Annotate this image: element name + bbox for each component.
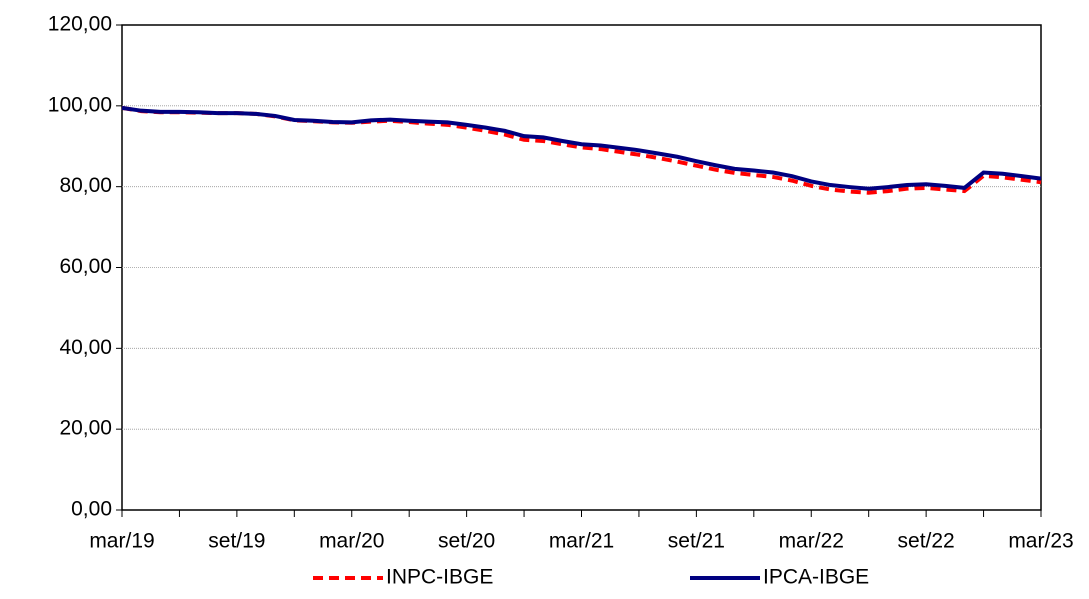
x-tick-label: set/20 [438, 530, 495, 553]
line-series [121, 105, 1042, 195]
legend-label: INPC-IBGE [386, 566, 493, 589]
legend-label: IPCA-IBGE [763, 566, 869, 589]
y-tick-label: 100,00 [48, 93, 112, 116]
y-tick-label: 60,00 [59, 255, 112, 278]
x-tick-label: mar/20 [319, 530, 384, 553]
y-tick-label: 40,00 [59, 336, 112, 359]
x-tick-label: set/22 [898, 530, 955, 553]
x-tick-label: mar/21 [549, 530, 614, 553]
x-tick-label: mar/23 [1008, 530, 1073, 553]
plot-frame [121, 24, 1042, 511]
y-tick-label: 120,00 [48, 13, 112, 36]
y-tick-label: 80,00 [59, 174, 112, 197]
x-tick-label: mar/19 [89, 530, 154, 553]
x-tick-label: set/21 [668, 530, 725, 553]
x-tick-label: set/19 [208, 530, 265, 553]
line-series [121, 105, 1042, 191]
y-tick-label: 0,00 [71, 498, 112, 521]
x-tick-label: mar/22 [779, 530, 844, 553]
y-tick-label: 20,00 [59, 417, 112, 440]
